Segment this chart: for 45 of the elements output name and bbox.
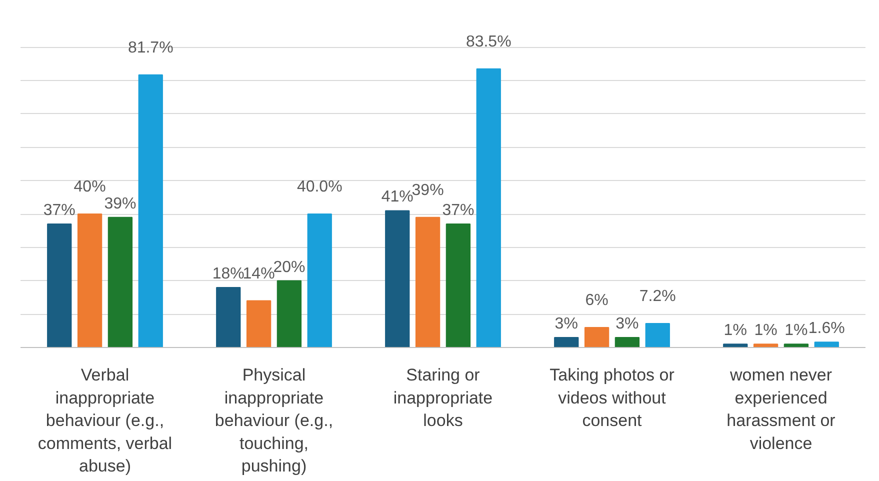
bar [415,216,440,348]
data-label: 1% [784,322,808,340]
x-tick-label: Physical inappropriate behaviour (e.g., touching, pushing) [214,366,334,476]
bar [614,336,640,348]
bar [246,300,272,348]
x-tick-label: women never experienced harassment or violence [726,366,836,453]
x-tick-label: Taking photos or videos without consent [550,366,675,430]
bar [138,74,163,348]
bar [814,342,839,348]
bar [276,280,302,348]
bar [723,344,748,348]
data-label: 1% [754,322,778,340]
data-label: 39% [412,182,444,200]
data-label: 20% [273,258,306,276]
data-label: 14% [242,265,275,282]
data-label: 41% [381,188,414,206]
data-label: 18% [212,265,244,282]
bar [77,214,102,348]
data-label: 37% [43,202,76,220]
data-label: 1% [724,322,747,340]
bar [645,322,670,348]
data-label: 7.2% [639,288,676,306]
bar [753,344,778,348]
data-label: 1.6% [808,320,845,338]
data-label: 37% [442,202,474,220]
bar [446,224,471,348]
bar [584,326,610,348]
data-label: 39% [104,195,136,212]
bar [307,214,332,348]
bar [216,286,241,348]
x-tick-label: Verbal inappropriate behaviour (e.g., comments, verbal abuse) [38,366,172,476]
bar [784,344,809,348]
bar [476,68,501,348]
bar [47,224,72,348]
data-label: 6% [585,292,608,310]
data-label: 40.0% [296,178,342,196]
data-label: 3% [616,315,639,332]
data-label: 81.7% [128,40,174,57]
bar [385,210,410,348]
data-label: 83.5% [466,34,512,51]
data-label: 40% [74,178,106,196]
bar [108,216,133,348]
bar [554,336,579,348]
x-tick-label: Staring or inappropriate looks [393,366,493,430]
data-label: 3% [554,315,578,332]
